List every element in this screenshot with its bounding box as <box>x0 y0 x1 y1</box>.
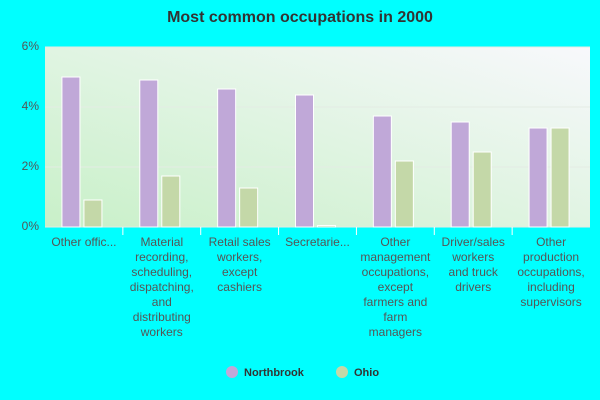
x-tick-label: Secretarie... <box>285 235 350 249</box>
legend-marker <box>336 366 348 378</box>
bar <box>83 199 103 228</box>
y-tick-label: 4% <box>22 99 40 113</box>
plot-area <box>45 47 590 227</box>
bar <box>217 88 237 228</box>
legend-marker <box>226 366 238 378</box>
x-tick-label: Other offic... <box>51 235 116 249</box>
bar <box>394 160 414 228</box>
y-tick-label: 0% <box>22 219 40 233</box>
x-tick-label: Driver/sales workers and truck drivers <box>442 235 505 294</box>
x-tick-label: Material recording, scheduling, dispatching… <box>130 235 194 339</box>
chart-title: Most common occupations in 2000 <box>167 9 433 26</box>
legend-label: Ohio <box>354 367 379 379</box>
bar <box>239 187 259 228</box>
x-tick-label: Other production occupations, including supe… <box>517 235 584 309</box>
bar <box>317 225 336 228</box>
bar <box>372 115 392 228</box>
bar <box>161 175 181 228</box>
x-tick-label: Other management occupations, except farmers… <box>360 235 431 339</box>
y-tick-label: 2% <box>22 159 40 173</box>
bar <box>550 127 570 228</box>
y-tick-label: 6% <box>22 39 40 53</box>
bar <box>528 127 548 228</box>
bar <box>450 121 470 228</box>
x-tick-label: Retail sales workers, except cashiers <box>209 235 271 294</box>
legend-label: Northbrook <box>244 367 305 379</box>
bar <box>295 94 314 228</box>
bar <box>139 79 159 228</box>
bar <box>61 76 81 228</box>
bar <box>472 151 492 228</box>
